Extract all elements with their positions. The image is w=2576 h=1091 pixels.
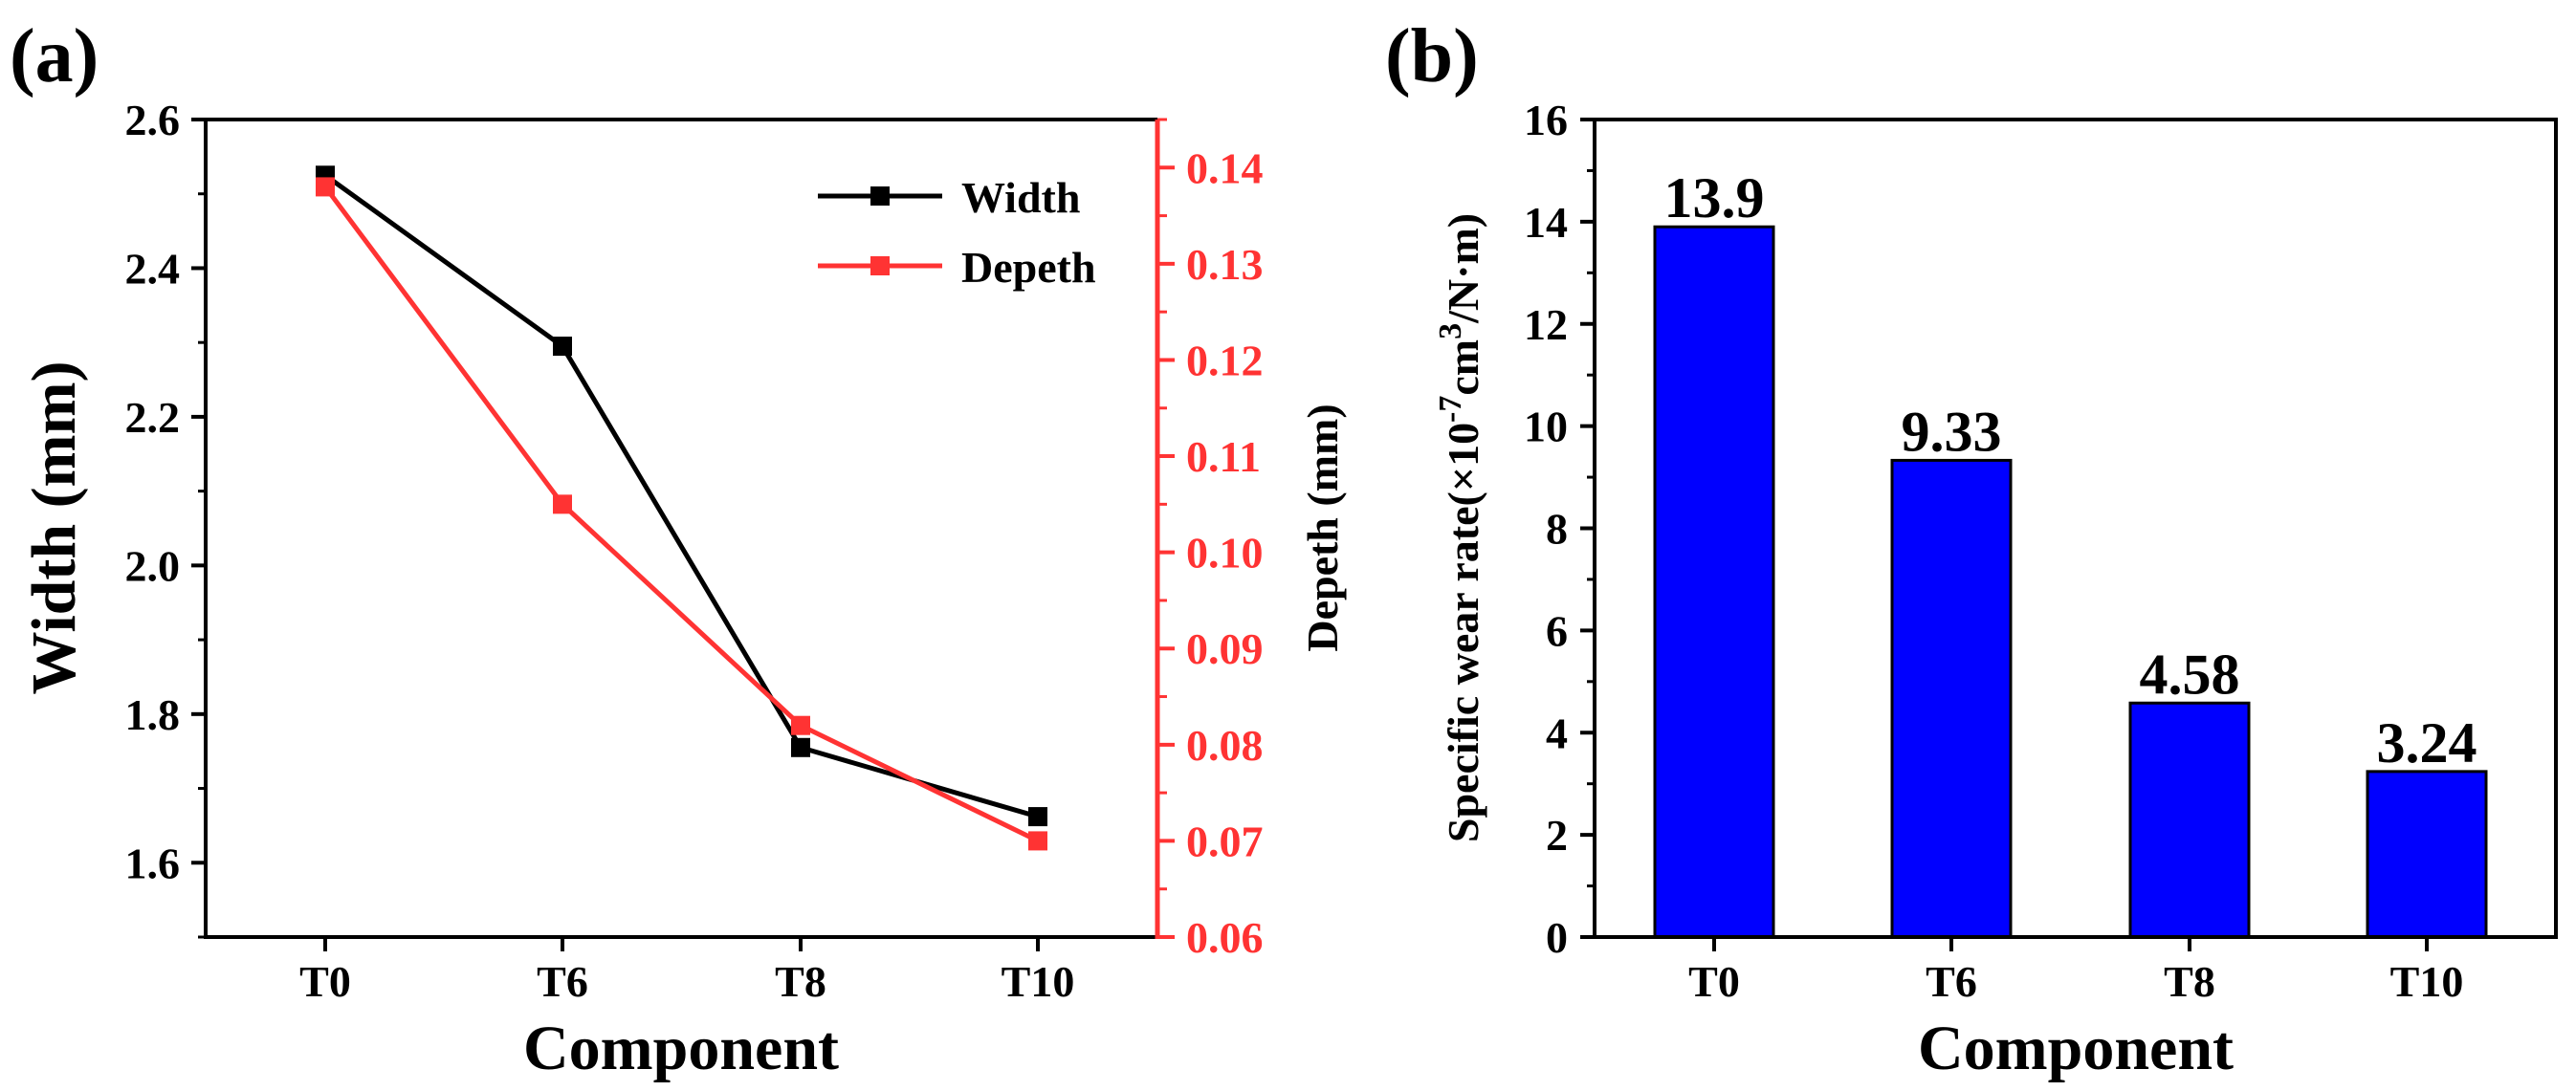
b-y-tick-label: 14 <box>1524 198 1568 247</box>
bar-value-label: 3.24 <box>2377 711 2477 775</box>
panel-b-frame <box>1593 118 2558 939</box>
bar-value-label: 13.9 <box>1664 166 1765 229</box>
bar-value-label: 9.33 <box>1902 400 2002 463</box>
b-x-tick-label: T6 <box>1926 957 1977 1006</box>
b-y-tick-label: 6 <box>1546 606 1568 655</box>
legend-width-marker <box>870 186 890 206</box>
series-depeth-point <box>553 494 572 514</box>
panel-b: (b) 0 2 4 6 8 10 12 14 16 T0 T6 T8 T10 13.9 9.33 4.58 3… <box>1385 14 2558 1083</box>
panel-a-ylabel-right: Depeth (mm) <box>1298 404 1347 651</box>
series-width-point <box>1028 807 1047 827</box>
a-left-tick-label: 1.6 <box>125 839 181 887</box>
panel-b-xlabel: Component <box>1918 1014 2234 1083</box>
panel-b-ticks: 0 2 4 6 8 10 12 14 16 T0 T6 T8 T10 <box>1524 96 2463 1006</box>
a-x-tick-label: T10 <box>1002 957 1075 1006</box>
bar-value-label: 4.58 <box>2140 643 2240 706</box>
a-left-tick-label: 1.8 <box>125 690 181 739</box>
b-x-tick-label: T8 <box>2164 957 2215 1006</box>
bar-t6 <box>1890 458 2013 939</box>
bar-t10 <box>2366 770 2488 939</box>
series-width-point <box>791 737 810 757</box>
legend-depeth-label: Depeth <box>961 243 1096 292</box>
panel-b-label: (b) <box>1385 14 1479 98</box>
series-depeth-point <box>316 177 335 197</box>
panel-a-ylabel: Width (mm) <box>19 361 89 695</box>
b-y-tick-label: 8 <box>1546 505 1568 554</box>
panel-a-legend: Width Depeth <box>818 173 1096 292</box>
a-left-tick-label: 2.2 <box>125 393 181 442</box>
b-y-tick-label: 12 <box>1524 300 1568 349</box>
panel-a-xlabel: Component <box>523 1014 839 1083</box>
a-right-tick-label: 0.12 <box>1186 336 1264 384</box>
a-right-tick-label: 0.07 <box>1186 817 1264 865</box>
series-width-line <box>323 173 1039 819</box>
panel-b-bars: 13.9 9.33 4.58 3.24 <box>1653 166 2488 939</box>
panel-b-ylabel: Specific wear rate(×10-7cm3/N·m) <box>1433 213 1487 842</box>
a-right-tick-label: 0.14 <box>1186 143 1264 192</box>
panel-a-label: (a) <box>10 14 99 98</box>
b-x-tick-label: T0 <box>1688 957 1740 1006</box>
b-y-tick-label: 0 <box>1546 913 1568 962</box>
series-depeth-point <box>1028 831 1047 851</box>
a-right-tick-label: 0.11 <box>1186 432 1261 481</box>
a-x-tick-label: T0 <box>299 957 351 1006</box>
a-x-tick-label: T8 <box>775 957 826 1006</box>
bar-t0 <box>1653 225 1775 939</box>
legend-depeth-marker <box>870 256 890 275</box>
b-y-tick-label: 10 <box>1524 403 1568 451</box>
a-right-tick-label: 0.09 <box>1186 624 1264 673</box>
a-x-tick-label: T6 <box>537 957 588 1006</box>
series-depeth-point <box>791 715 810 735</box>
a-left-tick-label: 2.0 <box>125 541 181 590</box>
series-depeth-line <box>322 185 1040 843</box>
a-left-tick-label: 2.4 <box>125 244 181 293</box>
panel-a-series <box>316 165 1047 851</box>
a-right-tick-label: 0.06 <box>1186 913 1264 962</box>
b-y-tick-label: 2 <box>1546 811 1568 860</box>
bar-t8 <box>2128 701 2251 939</box>
a-right-tick-label: 0.08 <box>1186 721 1264 770</box>
panel-a: (a) 1.6 1.8 2.0 2.2 2.4 2.6 0.06 0.07 0.08 0.09 0.… <box>10 14 1347 1083</box>
a-right-tick-label: 0.10 <box>1186 529 1264 578</box>
panel-a-ticks: 1.6 1.8 2.0 2.2 2.4 2.6 0.06 0.07 0.08 0.09 0.10 0.… <box>125 96 1264 1006</box>
a-left-tick-label: 2.6 <box>125 96 181 144</box>
series-width-point <box>553 337 572 357</box>
a-right-tick-label: 0.13 <box>1186 240 1264 289</box>
b-y-tick-label: 16 <box>1524 96 1568 144</box>
legend-width-label: Width <box>961 173 1080 222</box>
b-y-tick-label: 4 <box>1546 709 1568 757</box>
b-x-tick-label: T10 <box>2390 957 2464 1006</box>
